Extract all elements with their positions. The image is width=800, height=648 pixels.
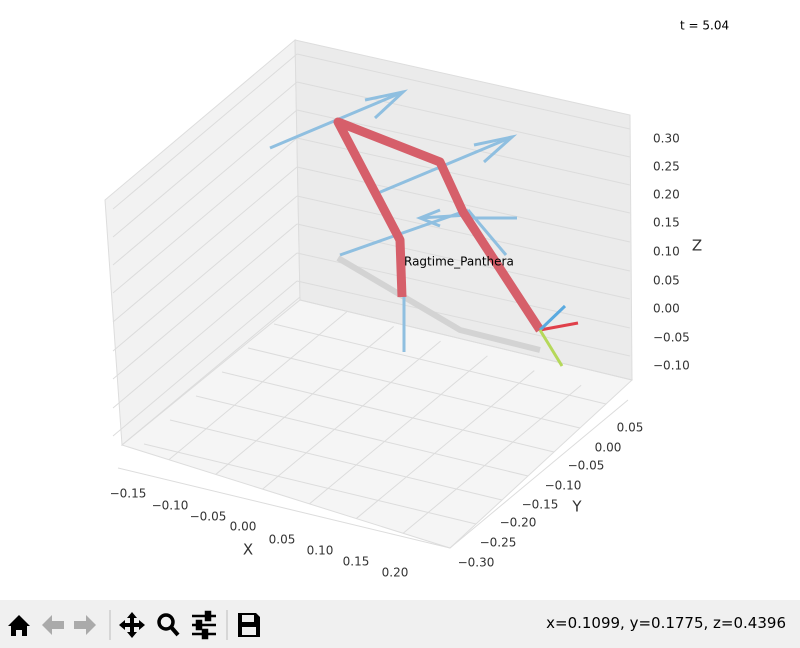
grid-line: [215, 326, 395, 475]
y-tick-label: −0.25: [480, 536, 517, 550]
y-tick-label: −0.05: [568, 459, 605, 473]
grid-line: [402, 384, 582, 534]
grid-line: [121, 296, 301, 446]
z-tick-label: 0.10: [653, 245, 680, 259]
shadow: [336, 255, 541, 353]
z-tick-label: 0.30: [653, 132, 680, 146]
grid-line: [117, 467, 451, 549]
grid-line: [296, 280, 631, 357]
x-tick-label: −0.05: [190, 510, 227, 524]
grid-line: [262, 340, 441, 490]
forward-button[interactable]: [74, 615, 96, 635]
grid-line: [296, 109, 631, 186]
z-tick-label: 0.05: [653, 274, 680, 288]
grid-line: [112, 81, 298, 238]
x-tick-label: 0.00: [230, 520, 257, 534]
grid-line: [112, 252, 298, 409]
z-tick-label: −0.05: [653, 331, 690, 345]
pan-button[interactable]: [119, 612, 145, 638]
robot-links: [333, 117, 544, 333]
grid-line: [112, 223, 298, 380]
x-axis-label: X: [243, 541, 253, 559]
toolbar: x=0.1099, y=0.1775, z=0.4396: [0, 600, 800, 648]
y-axis-label: Y: [571, 498, 582, 516]
x-tick-label: 0.15: [343, 555, 370, 569]
grid-line: [112, 195, 298, 352]
grid-line: [221, 371, 555, 453]
time-text: t = 5.04: [680, 19, 729, 33]
grid-line: [168, 311, 348, 461]
grid-line: [143, 443, 477, 525]
y-tick-label: 0.00: [595, 441, 622, 455]
save-button[interactable]: [238, 613, 260, 637]
grid-line: [112, 137, 298, 294]
y-tick-label: 0.05: [617, 421, 644, 435]
z-tick-label: 0.00: [653, 302, 680, 316]
axis-z-arrow: [538, 329, 564, 367]
configure-button[interactable]: [192, 610, 216, 640]
back-button[interactable]: [42, 615, 64, 635]
z-tick-label: 0.25: [653, 160, 680, 174]
grid-line: [296, 195, 631, 272]
x-tick-label: 0.20: [382, 566, 409, 580]
grid-line: [112, 53, 298, 210]
grid-line: [195, 395, 529, 477]
grid-line: [299, 299, 633, 381]
y-tick-label: −0.30: [458, 556, 495, 570]
y-tick-label: −0.10: [545, 479, 582, 493]
grid-line: [169, 419, 503, 501]
z-tick-label: −0.10: [653, 359, 690, 373]
status-text: x=0.1099, y=0.1775, z=0.4396: [546, 614, 786, 632]
grid-line: [355, 370, 535, 519]
robot-label: Ragtime_Panthera: [404, 255, 514, 269]
grid-line: [296, 53, 631, 130]
z-tick-label: 0.20: [653, 188, 680, 202]
z-tick-label: 0.15: [653, 216, 680, 230]
grid-line: [309, 355, 488, 505]
grid-line: [449, 399, 629, 549]
x-tick-label: −0.15: [110, 487, 147, 501]
grid-line: [247, 347, 581, 429]
x-tick-label: 0.10: [307, 544, 334, 558]
x-tick-label: −0.10: [152, 499, 189, 513]
grid-line: [112, 109, 298, 266]
grid-line: [112, 280, 298, 437]
zoom-button[interactable]: [157, 613, 175, 631]
axis-y-arrow: [538, 304, 567, 332]
grid-line: [296, 223, 631, 300]
x-tick-label: 0.05: [269, 533, 296, 547]
grid-line: [296, 81, 631, 158]
y-tick-label: −0.15: [522, 498, 559, 512]
home-button[interactable]: [8, 615, 30, 636]
axis-x-arrow: [539, 321, 579, 332]
y-tick-label: −0.20: [500, 516, 537, 530]
grid-line: [112, 166, 298, 323]
toolbar-icons: [8, 610, 260, 640]
plot-canvas: Ragtime_Panthera t = 5.04 X Y Z −0.15 −0.…: [104, 19, 729, 580]
z-axis-label: Z: [692, 237, 702, 255]
grid-line: [273, 323, 607, 405]
